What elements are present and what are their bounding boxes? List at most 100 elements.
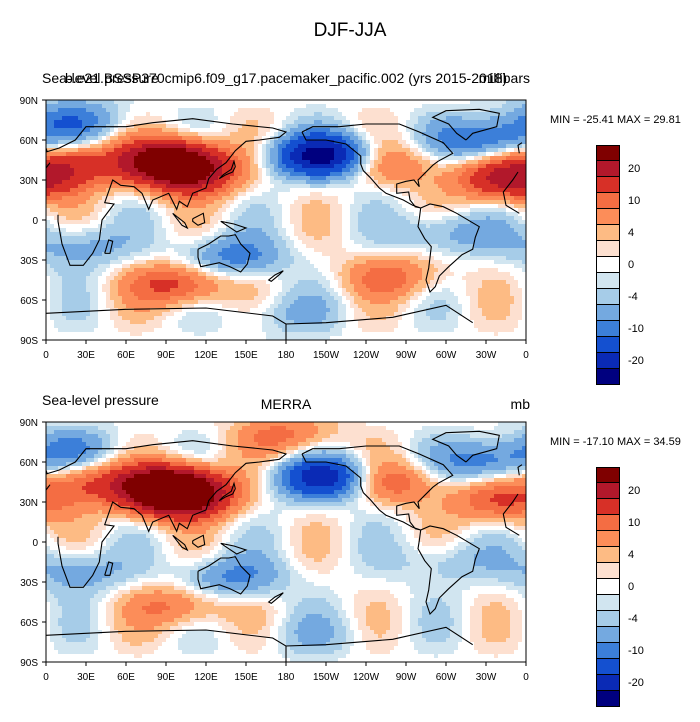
field-cell [254, 148, 259, 153]
field-cell [346, 252, 351, 257]
field-cell [402, 140, 407, 145]
field-cell [94, 224, 99, 229]
field-cell [246, 188, 251, 193]
field-cell [494, 196, 499, 201]
field-cell [218, 180, 223, 185]
field-cell [502, 136, 507, 141]
field-cell [126, 244, 131, 249]
field-cell [214, 128, 219, 133]
field-cell [398, 112, 403, 117]
field-cell [466, 172, 471, 177]
field-cell [290, 212, 295, 217]
field-cell [434, 164, 439, 169]
field-cell [462, 260, 467, 265]
field-cell [506, 228, 511, 233]
field-cell [262, 192, 267, 197]
field-cell [514, 244, 519, 249]
field-cell [194, 232, 199, 237]
field-cell [138, 160, 143, 165]
field-cell [62, 116, 67, 121]
field-cell [402, 228, 407, 233]
field-cell [158, 200, 163, 205]
field-cell [266, 164, 271, 169]
field-cell [278, 180, 283, 185]
field-cell [346, 136, 351, 141]
field-cell [298, 108, 303, 113]
field-cell [494, 212, 499, 217]
field-cell [318, 160, 323, 165]
field-cell [490, 204, 495, 209]
field-cell [478, 108, 483, 113]
field-cell [74, 260, 79, 265]
field-cell [378, 228, 383, 233]
field-cell [246, 184, 251, 189]
field-cell [106, 160, 111, 165]
field-cell [498, 244, 503, 249]
field-cell [386, 132, 391, 137]
field-cell [222, 132, 227, 137]
field-cell [374, 256, 379, 261]
field-cell [334, 216, 339, 221]
field-cell [194, 156, 199, 161]
field-cell [270, 180, 275, 185]
field-cell [178, 232, 183, 237]
field-cell [294, 200, 299, 205]
field-cell [406, 220, 411, 225]
field-cell [110, 136, 115, 141]
field-cell [334, 104, 339, 109]
field-cell [78, 216, 83, 221]
field-cell [522, 116, 527, 121]
field-cell [126, 112, 131, 117]
field-cell [390, 240, 395, 245]
field-cell [326, 132, 331, 137]
field-cell [194, 152, 199, 157]
field-cell [210, 224, 215, 229]
field-cell [210, 128, 215, 133]
field-cell [266, 152, 271, 157]
field-cell [126, 248, 131, 253]
field-cell [246, 148, 251, 153]
field-cell [142, 184, 147, 189]
field-cell [378, 152, 383, 157]
field-cell [382, 260, 387, 265]
field-cell [410, 104, 415, 109]
field-cell [174, 232, 179, 237]
field-cell [214, 100, 219, 105]
field-cell [186, 180, 191, 185]
field-cell [154, 128, 159, 133]
field-cell [214, 124, 219, 129]
field-cell [222, 112, 227, 117]
field-cell [194, 216, 199, 221]
field-cell [82, 172, 87, 177]
field-cell [278, 252, 283, 257]
field-cell [138, 176, 143, 181]
field-cell [198, 240, 203, 245]
field-cell [478, 188, 483, 193]
field-cell [446, 240, 451, 245]
field-cell [354, 156, 359, 161]
field-cell [302, 152, 307, 157]
field-cell [122, 144, 127, 149]
field-cell [282, 156, 287, 161]
field-cell [222, 180, 227, 185]
field-cell [134, 108, 139, 113]
field-cell [194, 140, 199, 145]
field-cell [162, 172, 167, 177]
field-cell [330, 132, 335, 137]
field-cell [322, 228, 327, 233]
field-cell [154, 156, 159, 161]
field-cell [286, 252, 291, 257]
field-cell [454, 104, 459, 109]
field-cell [214, 204, 219, 209]
field-cell [518, 180, 523, 185]
field-cell [70, 204, 75, 209]
field-cell [86, 120, 91, 125]
field-cell [422, 188, 427, 193]
field-cell [378, 144, 383, 149]
field-cell [78, 188, 83, 193]
field-cell [150, 204, 155, 209]
field-cell [306, 200, 311, 205]
field-cell [218, 200, 223, 205]
field-cell [230, 116, 235, 121]
field-cell [482, 156, 487, 161]
